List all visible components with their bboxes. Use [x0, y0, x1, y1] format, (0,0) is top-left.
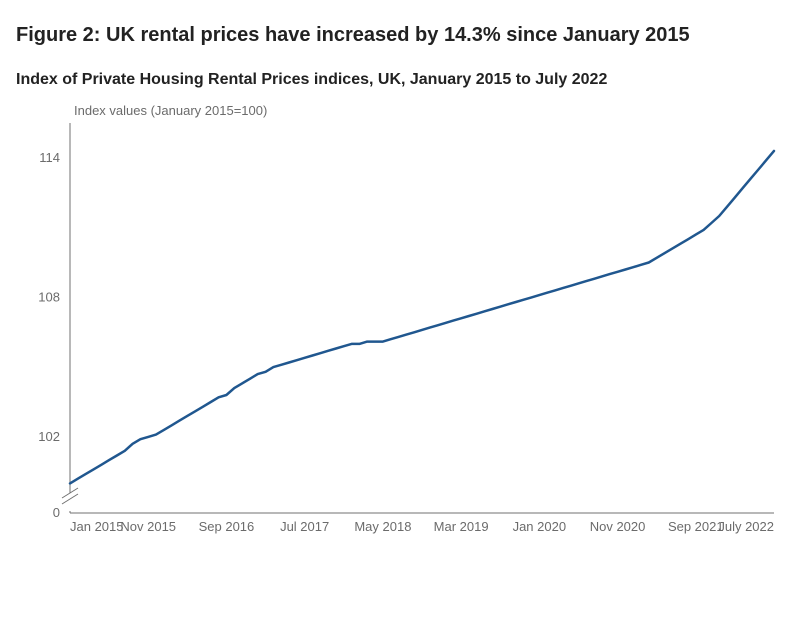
x-tick-label: Jul 2017: [280, 519, 329, 534]
x-tick-label: July 2022: [718, 519, 774, 534]
line-chart-svg: 0 102 108 114 Jan 2015Nov 2015 Sep 2016 Jul 20…: [16, 103, 784, 543]
y-tick-label: 114: [39, 150, 60, 165]
figure-container: Figure 2: UK rental prices have increase…: [0, 0, 800, 626]
x-tick-label: Jan 2015: [70, 519, 124, 534]
series-line-uk-iphrp: [70, 151, 774, 484]
y-tick-label: 0: [53, 505, 60, 520]
x-tick-label: May 2018: [354, 519, 411, 534]
figure-subtitle: Index of Private Housing Rental Prices i…: [16, 62, 784, 99]
x-tick-label: Mar 2019: [434, 519, 489, 534]
x-tick-label: Sep 2016: [199, 519, 255, 534]
x-tick-label: Sep 2021: [668, 519, 724, 534]
x-tick-label: Nov 2015: [120, 519, 176, 534]
figure-title: Figure 2: UK rental prices have increase…: [16, 16, 784, 54]
axis-break-icon: [62, 494, 78, 504]
x-tick-label: Jan 2020: [513, 519, 567, 534]
chart-area: Index values (January 2015=100) 01021081…: [16, 103, 784, 543]
y-tick-label: 102: [38, 429, 60, 444]
y-tick-label: 108: [38, 289, 60, 304]
x-tick-label: Nov 2020: [590, 519, 646, 534]
